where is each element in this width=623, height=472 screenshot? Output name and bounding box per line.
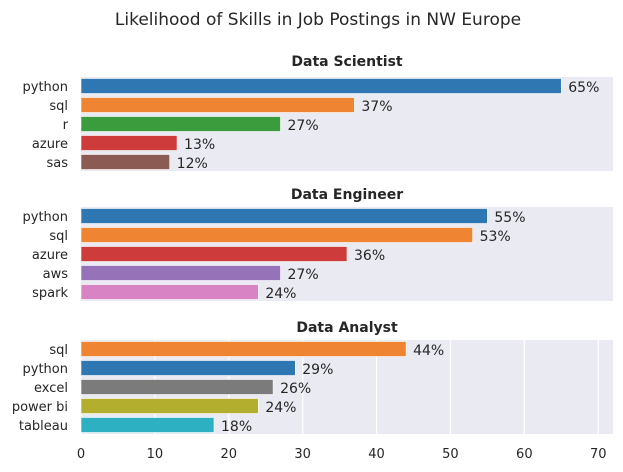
x-tick-label: 50	[442, 447, 459, 462]
bar	[80, 208, 488, 224]
data-label: 65%	[568, 80, 599, 96]
x-tick-label: 0	[77, 447, 85, 462]
y-tick-label: azure	[32, 137, 68, 152]
data-label: 53%	[480, 229, 511, 245]
y-tick-label: azure	[32, 248, 68, 263]
x-tick-label: 30	[294, 447, 311, 462]
bar	[80, 97, 355, 113]
data-label: 37%	[361, 99, 392, 115]
bar	[80, 379, 274, 395]
bar	[80, 135, 178, 151]
data-label: 12%	[177, 156, 208, 172]
y-tick-label: excel	[34, 381, 68, 396]
bar	[80, 398, 259, 414]
data-label: 24%	[265, 286, 296, 302]
data-label: 18%	[221, 419, 252, 435]
x-tick-label: 10	[147, 447, 164, 462]
y-tick-label: python	[23, 362, 68, 377]
bar	[80, 246, 348, 262]
y-tick-label: power bi	[12, 400, 68, 415]
panel-title: Data Analyst	[296, 320, 398, 336]
data-label: 26%	[280, 381, 311, 397]
data-label: 36%	[354, 248, 385, 264]
x-tick-label: 70	[590, 447, 607, 462]
y-tick-label: python	[23, 80, 68, 95]
bar	[80, 116, 281, 132]
x-tick-label: 40	[368, 447, 385, 462]
y-tick-label: r	[63, 118, 69, 133]
bar	[80, 341, 407, 357]
y-tick-label: spark	[32, 286, 68, 301]
y-tick-label: tableau	[19, 419, 68, 434]
x-tick-label: 60	[516, 447, 533, 462]
data-label: 55%	[494, 210, 525, 226]
data-label: 27%	[288, 267, 319, 283]
y-tick-label: sql	[49, 99, 68, 114]
chart-title: Likelihood of Skills in Job Postings in …	[115, 10, 521, 30]
bar	[80, 227, 473, 243]
y-tick-label: sql	[49, 229, 68, 244]
panel-title: Data Engineer	[291, 187, 403, 203]
data-label: 24%	[265, 400, 296, 416]
y-tick-label: python	[23, 210, 68, 225]
bar	[80, 154, 170, 170]
bar	[80, 417, 215, 433]
y-tick-label: aws	[43, 267, 69, 282]
bar	[80, 78, 562, 94]
x-tick-label: 20	[221, 447, 238, 462]
data-label: 13%	[184, 137, 215, 153]
bar	[80, 265, 281, 281]
data-label: 27%	[288, 118, 319, 134]
panel-title: Data Scientist	[291, 54, 403, 70]
data-label: 29%	[302, 362, 333, 378]
y-tick-label: sas	[46, 156, 68, 171]
bar	[80, 284, 259, 300]
y-tick-label: sql	[49, 343, 68, 358]
data-label: 44%	[413, 343, 444, 359]
bar	[80, 360, 296, 376]
